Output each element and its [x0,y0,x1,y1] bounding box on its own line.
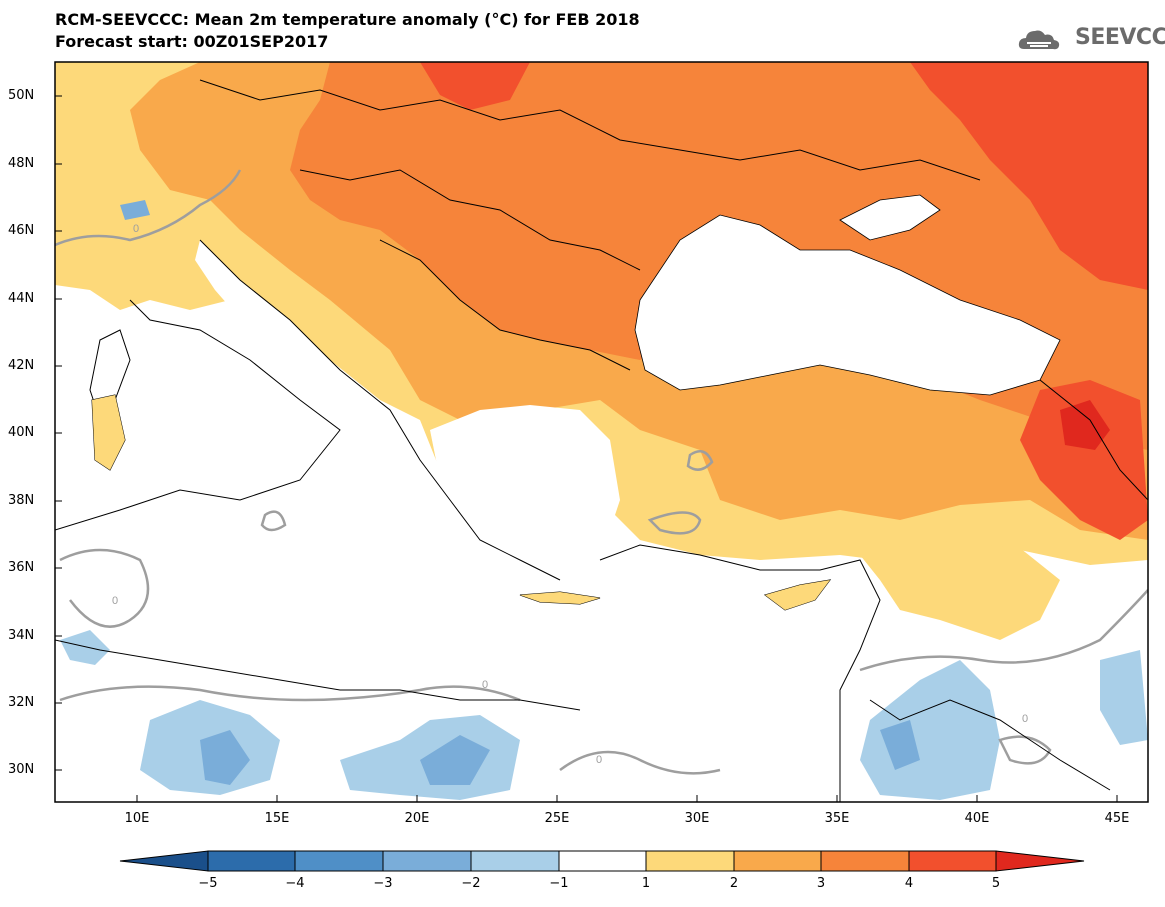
anomaly-minus-2-3-region-libya [200,730,250,785]
latitude-label: 50N [8,88,35,103]
longitude-label: 25E [544,811,570,826]
contour-label: 0 [482,679,488,691]
colorbar-segment [207,850,296,872]
latitude-label: 32N [8,695,35,710]
anomaly-4-5-region-poland [420,62,530,110]
anomaly-minus-1-2-region-tunisia [60,630,110,665]
longitude-label: 30E [684,811,710,826]
map-border [54,61,1149,803]
zero-contour-lines [55,169,1148,775]
latitude-label: 30N [8,762,35,777]
tyrrhenian-sea [120,320,310,500]
sardinia [92,395,125,470]
colorbar-label: −3 [373,876,393,891]
longitude-label: 10E [124,811,150,826]
forecast-start-subtitle: Forecast start: 00Z01SEP2017 [55,32,329,51]
anomaly-1-2-region-east [860,540,1060,640]
colorbar-label: 4 [904,876,914,891]
map-plot-area [55,62,1148,802]
contour-label: 0 [596,754,602,766]
latitude-label: 36N [8,560,35,575]
crete [520,592,600,604]
colorbar-segment [119,850,209,872]
colorbar-label: −2 [461,876,481,891]
longitude-label: 35E [824,811,850,826]
colorbar-label: −1 [549,876,569,891]
colorbar-segment [558,850,647,872]
colorbar-segment [820,850,910,872]
colorbar-segment [995,850,1085,872]
colorbar-segment [908,850,997,872]
colorbar-label: 3 [816,876,826,891]
colorbar-label: −5 [198,876,218,891]
colorbar-label: −4 [285,876,305,891]
latitude-label: 38N [8,493,35,508]
contour-label: 0 [133,223,139,235]
anomaly-over-5-region [1060,400,1110,450]
anomaly-minus-2-3-region-egypt [420,735,490,785]
cloud-logo-icon [1018,30,1060,50]
cyprus [765,580,830,610]
adriatic-sea [195,240,400,440]
latitude-label: 42N [8,358,35,373]
latitude-label: 46N [8,223,35,238]
latitude-label: 44N [8,291,35,306]
anomaly-4-5-region-caucasus [1020,380,1148,540]
longitude-label: 40E [964,811,990,826]
latitude-label: 40N [8,425,35,440]
anomaly-4-5-region-northeast [910,62,1148,290]
colorbar-label: 2 [729,876,739,891]
longitude-label: 20E [404,811,430,826]
latitude-label: 48N [8,156,35,171]
latitude-label: 34N [8,628,35,643]
anomaly-minus-1-2-region-alps [120,200,150,220]
map-title: RCM-SEEVCCC: Mean 2m temperature anomaly… [55,10,640,29]
colorbar-label: 5 [991,876,1001,891]
colorbar-label: 1 [641,876,651,891]
colorbar [119,850,1085,872]
colorbar-segment [470,850,560,872]
azov-sea [839,194,941,241]
anomaly-minus-2-3-region-arabia [880,720,920,770]
seevccc-logo-text: SEEVCCC [1075,25,1165,50]
coastlines-and-borders [55,79,1148,802]
colorbar-segment [382,850,472,872]
contour-label: 0 [112,595,118,607]
anomaly-minus-1-2-region-iraq [1100,650,1148,745]
colorbar-segment [294,850,384,872]
colorbar-segment [645,850,735,872]
contour-label: 0 [1022,713,1028,725]
longitude-label: 15E [264,811,290,826]
colorbar-segment [733,850,822,872]
longitude-label: 45E [1104,811,1130,826]
inner-ticks [55,95,1118,802]
